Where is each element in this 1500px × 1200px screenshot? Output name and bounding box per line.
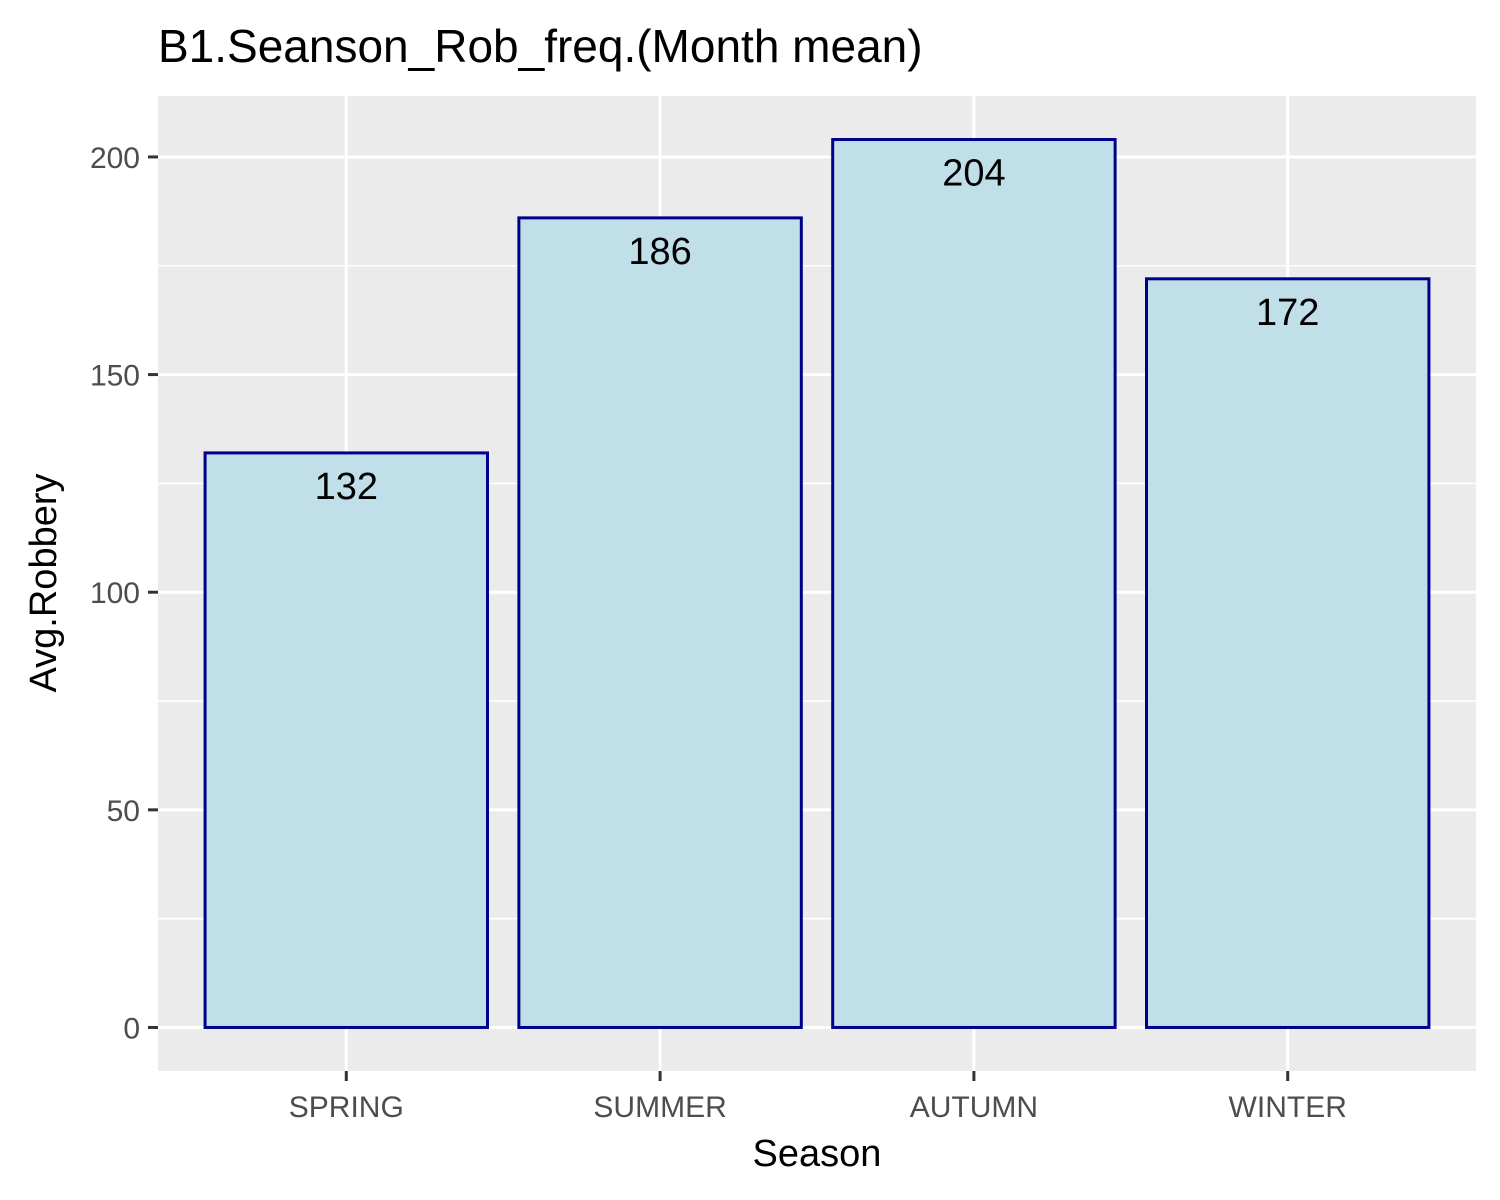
data-label-autumn: 204 xyxy=(942,153,1005,195)
chart-title: B1.Seanson_Rob_freq.(Month mean) xyxy=(158,20,923,72)
data-label-spring: 132 xyxy=(315,466,378,508)
bar-winter xyxy=(1145,277,1431,1029)
y-tick-label: 50 xyxy=(107,795,140,828)
y-axis-title: Avg.Robbery xyxy=(23,474,65,693)
x-tick-label: SPRING xyxy=(289,1091,404,1124)
x-tick-label: AUTUMN xyxy=(910,1091,1038,1124)
y-tick-label: 100 xyxy=(90,577,140,610)
y-tick-label: 200 xyxy=(90,142,140,175)
bar-spring xyxy=(203,451,489,1029)
bar-summer xyxy=(517,216,803,1029)
x-tick-label: WINTER xyxy=(1229,1091,1347,1124)
data-label-summer: 186 xyxy=(628,231,691,273)
y-tick-label: 150 xyxy=(90,360,140,393)
axes: 0 50 100 150 200 SPRING SUMMER AUTUMN WINTER xyxy=(90,142,1347,1124)
x-axis-title: Season xyxy=(753,1133,882,1175)
data-labels: 132 186 204 172 xyxy=(315,153,1320,508)
bar-autumn xyxy=(831,138,1117,1029)
data-label-winter: 172 xyxy=(1256,292,1319,334)
bars xyxy=(203,138,1431,1029)
y-tick-label: 0 xyxy=(123,1012,140,1045)
x-tick-label: SUMMER xyxy=(593,1091,726,1124)
